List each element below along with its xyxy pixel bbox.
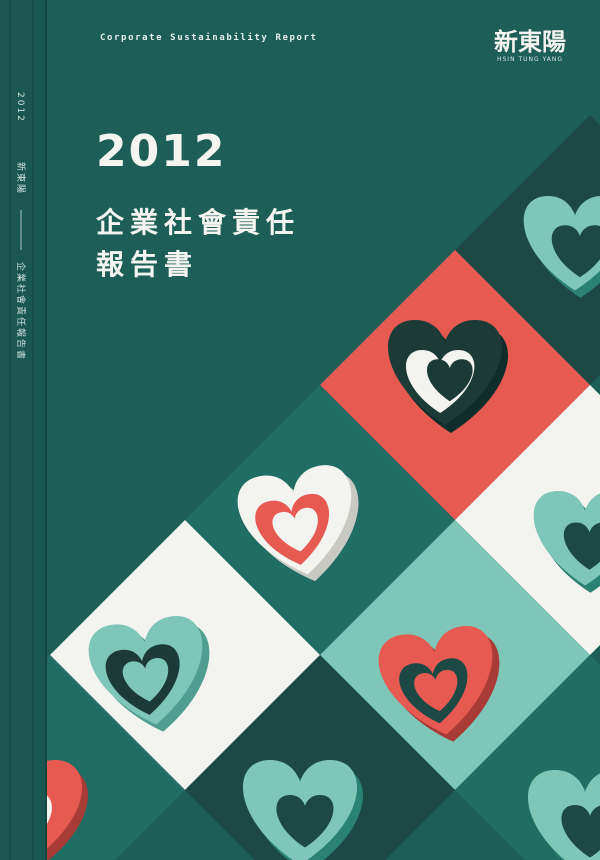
spine: 2012 新東陽 企業社會責任報告書: [0, 0, 47, 860]
heart-pattern: [0, 115, 600, 860]
year: 2012: [96, 126, 226, 177]
spine-company: 新東陽: [15, 162, 27, 195]
title-line-2: 報告書: [96, 248, 198, 281]
spine-title: 企業社會責任報告書: [15, 262, 27, 361]
tile: [455, 385, 600, 655]
logo-en: HSIN TUNG YANG: [497, 56, 563, 63]
tile: [455, 115, 600, 385]
spine-band: [0, 0, 46, 860]
logo: 新東陽: [494, 27, 566, 56]
subtitle-en: Corporate Sustainability Report: [100, 32, 318, 43]
spine-year: 2012: [15, 92, 25, 123]
title-line-1: 企業社會責任: [96, 206, 300, 239]
